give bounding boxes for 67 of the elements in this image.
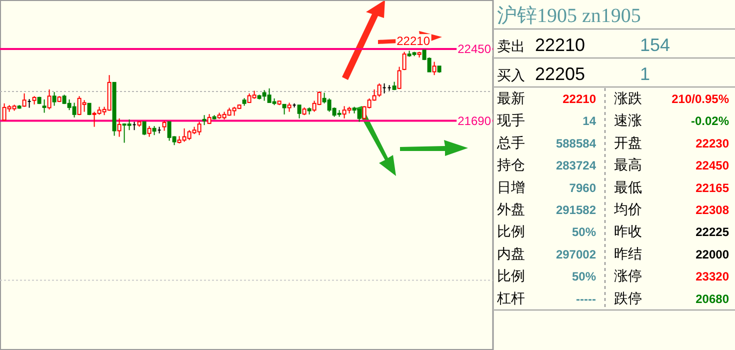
text: 22210: [535, 35, 586, 55]
text: 22165: [696, 180, 730, 195]
text: 22000: [696, 247, 730, 262]
candlestick: [147, 126, 152, 138]
candlestick: [202, 114, 206, 126]
text: 买入: [497, 67, 525, 83]
text: 154: [640, 35, 670, 55]
text: 22225: [696, 225, 730, 240]
text: 291582: [556, 203, 596, 217]
candlestick: [42, 98, 46, 114]
candlestick: [382, 82, 386, 94]
candlestick: [402, 51, 406, 71]
text: 22450: [696, 158, 730, 173]
text: 283724: [556, 158, 596, 173]
text: 跌停: [614, 290, 642, 306]
text: 50%: [572, 270, 596, 284]
text: 内盘: [497, 245, 525, 262]
text: 昨结: [614, 245, 642, 262]
text: 均价: [613, 201, 642, 217]
text: 卖出: [497, 38, 525, 54]
text: 沪锌1905 zn1905: [497, 4, 641, 27]
annotation: 22210: [396, 34, 430, 48]
text: 最高: [614, 156, 642, 173]
text: 速涨: [614, 112, 642, 128]
text: 22210: [562, 92, 596, 106]
candlestick: [117, 118, 122, 138]
text: 总手: [496, 134, 525, 150]
text: -----: [576, 292, 596, 306]
candlestick: [52, 92, 56, 106]
text: 50%: [572, 225, 596, 240]
text: 持仓: [497, 156, 525, 173]
candlestick: [22, 92, 26, 108]
text: 22205: [535, 64, 586, 84]
candlestick: [377, 82, 382, 98]
candlestick: [432, 61, 436, 76]
candlestick: [287, 102, 292, 112]
candlestick: [162, 120, 166, 132]
text: 14: [582, 114, 596, 128]
text: 22230: [696, 136, 730, 150]
text: 杠杆: [496, 290, 525, 306]
text: 297002: [556, 247, 596, 262]
text: 23320: [696, 270, 730, 284]
text: 588584: [556, 136, 596, 150]
text: 涨停: [614, 268, 642, 284]
text: 昨收: [614, 223, 642, 240]
candlestick: [152, 126, 156, 136]
candlestick: [47, 88, 52, 110]
text: 外盘: [497, 201, 525, 217]
text: 最低: [614, 178, 642, 195]
candlestick: [142, 121, 146, 136]
candlestick: [297, 104, 302, 119]
text: 现手: [497, 112, 525, 128]
text: 20680: [696, 292, 730, 306]
text: 比例: [497, 223, 525, 240]
text: 比例: [497, 268, 525, 284]
candlestick: [397, 66, 402, 90]
candlestick: [282, 104, 286, 115]
text: 日增: [497, 178, 525, 195]
text: 涨跌: [614, 90, 642, 106]
text: 1: [640, 64, 650, 84]
text: 开盘: [614, 134, 642, 150]
text: 最新: [497, 90, 525, 106]
text: 210/0.95%: [672, 92, 730, 106]
y-tick-label: 21690: [458, 114, 492, 128]
text: 22308: [696, 203, 730, 217]
text: 7960: [569, 180, 596, 195]
text: -0.02%: [690, 114, 730, 128]
